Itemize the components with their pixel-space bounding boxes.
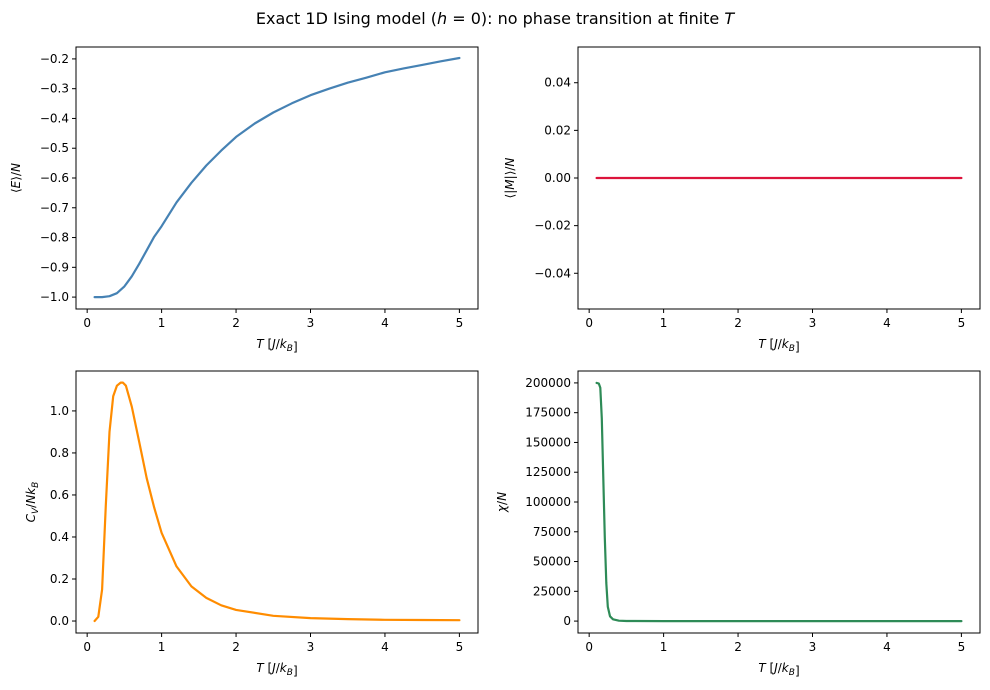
y-tick-label: −0.2 — [40, 52, 69, 66]
axes-frame — [75, 370, 479, 634]
y-tick-label: 0 — [563, 614, 571, 628]
y-tick-label: 0.6 — [50, 488, 69, 502]
y-tick-label: −0.3 — [40, 82, 69, 96]
x-tick-label: 3 — [809, 316, 817, 330]
x-tick-label: 3 — [809, 640, 817, 654]
x-tick-label: 5 — [958, 316, 966, 330]
x-axis-label: T [J/kB] — [758, 337, 799, 354]
y-tick-label: −0.6 — [40, 171, 69, 185]
figure-title: Exact 1D Ising model (h = 0): no phase t… — [255, 9, 735, 28]
data-line — [595, 381, 963, 623]
x-tick-label: 4 — [381, 640, 389, 654]
y-tick-label: 125000 — [525, 465, 571, 479]
y-tick-label: −0.9 — [40, 260, 69, 274]
x-tick-label: 1 — [158, 640, 166, 654]
y-tick-label: 200000 — [525, 376, 571, 390]
y-tick-label: −0.7 — [40, 201, 69, 215]
y-tick-label: 0.04 — [544, 76, 571, 90]
x-tick-label: 2 — [734, 640, 742, 654]
x-tick-label: 2 — [232, 316, 240, 330]
y-tick-label: 50000 — [533, 555, 571, 569]
x-tick-label: 5 — [456, 316, 464, 330]
y-tick-label: 0.2 — [50, 572, 69, 586]
y-tick-label: 0.8 — [50, 446, 69, 460]
y-tick-label: −0.5 — [40, 141, 69, 155]
y-tick-label: −0.04 — [534, 266, 571, 280]
x-tick-label: 4 — [883, 316, 891, 330]
y-tick-label: −0.02 — [534, 219, 571, 233]
x-axis-label: T [J/kB] — [256, 661, 297, 678]
y-tick-label: −1.0 — [40, 290, 69, 304]
x-tick-label: 0 — [585, 640, 593, 654]
y-axis-label: ⟨E⟩/N — [9, 163, 23, 193]
x-tick-label: 1 — [660, 640, 668, 654]
y-tick-label: 75000 — [533, 525, 571, 539]
x-tick-label: 4 — [381, 316, 389, 330]
y-axis-label: CV/NkB — [24, 482, 41, 523]
heat-capacity-plot: 0 1 2 3 4 5 0.0 0.2 0.4 0.6 0.8 1.0 T [J/kB] CV/NkB — [24, 370, 479, 678]
x-axis-label: T [J/kB] — [758, 661, 799, 678]
y-axis-label: χ/N — [495, 492, 509, 513]
y-tick-label: −0.4 — [40, 111, 69, 125]
energy-plot: 0 1 2 3 4 5 −1.0 −0.9 −0.8 −0.7 −0.6 −0.5 −0.4 −0.3 −0… — [9, 46, 479, 354]
x-tick-label: 2 — [734, 316, 742, 330]
x-tick-label: 1 — [158, 316, 166, 330]
x-tick-label: 0 — [83, 316, 91, 330]
susceptibility-plot: 0 1 2 3 4 5 0 25000 50000 75000 100000 125000 150000… — [495, 370, 981, 678]
data-line — [93, 56, 461, 299]
x-tick-label: 2 — [232, 640, 240, 654]
y-tick-label: 100000 — [525, 495, 571, 509]
magnetization-plot: 0 1 2 3 4 5 −0.04 −0.02 0.00 0.02 0.04 T [J/kB] ⟨|M|… — [503, 46, 981, 354]
x-tick-label: 5 — [958, 640, 966, 654]
y-tick-label: 150000 — [525, 435, 571, 449]
x-tick-label: 3 — [307, 316, 315, 330]
x-tick-label: 0 — [83, 640, 91, 654]
y-tick-label: 0.00 — [544, 171, 571, 185]
y-tick-label: 0.0 — [50, 614, 69, 628]
y-tick-label: −0.8 — [40, 231, 69, 245]
x-tick-label: 3 — [307, 640, 315, 654]
y-tick-label: 175000 — [525, 406, 571, 420]
y-tick-label: 0.02 — [544, 123, 571, 137]
data-line — [93, 381, 461, 623]
x-tick-label: 1 — [660, 316, 668, 330]
x-tick-label: 5 — [456, 640, 464, 654]
y-tick-label: 1.0 — [50, 404, 69, 418]
y-tick-label: 0.4 — [50, 530, 69, 544]
x-tick-label: 0 — [585, 316, 593, 330]
x-axis-label: T [J/kB] — [256, 337, 297, 354]
x-tick-label: 4 — [883, 640, 891, 654]
y-axis-label: ⟨|M|⟩/N — [503, 158, 517, 199]
y-tick-label: 25000 — [533, 584, 571, 598]
axes-frame — [577, 370, 981, 634]
